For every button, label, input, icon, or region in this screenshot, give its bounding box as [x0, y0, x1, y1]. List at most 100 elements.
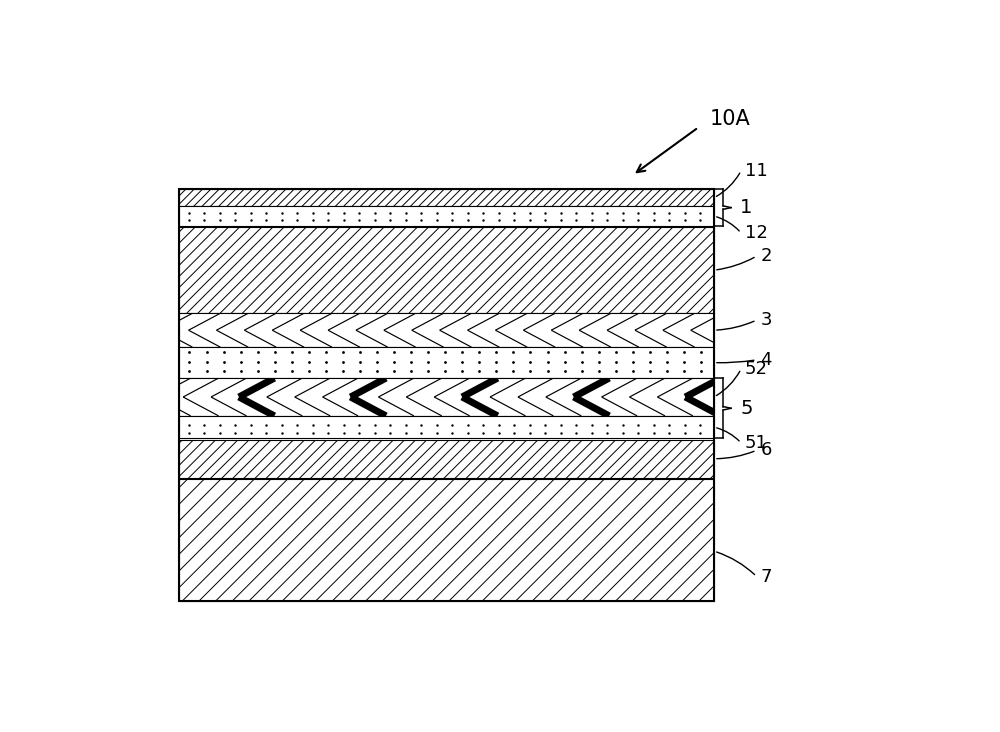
- Text: 52: 52: [745, 360, 768, 378]
- Point: [522, 356, 538, 367]
- Point: [661, 214, 677, 226]
- Point: [258, 419, 274, 431]
- Point: [522, 419, 538, 431]
- Point: [537, 214, 553, 226]
- Point: [258, 214, 274, 226]
- Text: 7: 7: [761, 567, 772, 586]
- Point: [289, 206, 305, 218]
- Point: [320, 206, 336, 218]
- Point: [475, 206, 491, 218]
- Point: [289, 427, 305, 438]
- Point: [454, 356, 470, 367]
- Point: [305, 419, 321, 431]
- Point: [429, 214, 445, 226]
- Point: [677, 427, 693, 438]
- Point: [568, 214, 584, 226]
- Point: [488, 346, 504, 358]
- Point: [301, 346, 317, 358]
- Point: [506, 206, 522, 218]
- Point: [369, 356, 385, 367]
- Point: [491, 427, 507, 438]
- Point: [505, 365, 521, 377]
- Point: [475, 427, 491, 438]
- Point: [352, 356, 368, 367]
- Point: [420, 356, 436, 367]
- Point: [522, 427, 538, 438]
- Point: [351, 427, 367, 438]
- Point: [227, 214, 243, 226]
- Point: [413, 206, 429, 218]
- Point: [274, 419, 290, 431]
- Point: [659, 356, 675, 367]
- Point: [227, 206, 243, 218]
- Point: [677, 214, 693, 226]
- Point: [591, 356, 607, 367]
- Point: [258, 206, 274, 218]
- Point: [475, 419, 491, 431]
- Point: [336, 206, 352, 218]
- Point: [574, 346, 590, 358]
- Point: [444, 206, 460, 218]
- Point: [243, 419, 259, 431]
- Point: [659, 346, 675, 358]
- Point: [336, 427, 352, 438]
- Point: [608, 365, 624, 377]
- Point: [351, 206, 367, 218]
- Point: [181, 419, 197, 431]
- Point: [196, 427, 212, 438]
- Point: [336, 419, 352, 431]
- Bar: [179, 439, 714, 478]
- Point: [506, 427, 522, 438]
- Point: [335, 365, 351, 377]
- Point: [693, 356, 709, 367]
- Point: [553, 419, 569, 431]
- Point: [460, 214, 476, 226]
- Point: [599, 419, 615, 431]
- Point: [693, 365, 709, 377]
- Point: [505, 356, 521, 367]
- Point: [584, 206, 600, 218]
- Point: [553, 214, 569, 226]
- Point: [386, 356, 402, 367]
- Point: [646, 214, 662, 226]
- Point: [335, 346, 351, 358]
- Point: [615, 427, 631, 438]
- Point: [196, 206, 212, 218]
- Bar: [179, 378, 714, 416]
- Point: [642, 346, 658, 358]
- Point: [537, 419, 553, 431]
- Point: [199, 365, 215, 377]
- Point: [692, 427, 708, 438]
- Point: [661, 419, 677, 431]
- Point: [642, 356, 658, 367]
- Point: [212, 427, 228, 438]
- Point: [625, 346, 641, 358]
- Point: [659, 365, 675, 377]
- Point: [352, 365, 368, 377]
- Text: 6: 6: [761, 441, 772, 459]
- Point: [233, 365, 249, 377]
- Point: [537, 427, 553, 438]
- Point: [615, 419, 631, 431]
- Point: [540, 365, 556, 377]
- Point: [274, 427, 290, 438]
- Point: [599, 214, 615, 226]
- Point: [284, 356, 300, 367]
- Point: [301, 356, 317, 367]
- Point: [403, 346, 419, 358]
- Point: [267, 356, 283, 367]
- Bar: [179, 190, 714, 601]
- Point: [367, 427, 383, 438]
- Point: [553, 206, 569, 218]
- Point: [488, 356, 504, 367]
- Point: [677, 419, 693, 431]
- Point: [398, 419, 414, 431]
- Point: [386, 346, 402, 358]
- Point: [584, 427, 600, 438]
- Point: [599, 206, 615, 218]
- Point: [212, 206, 228, 218]
- Point: [318, 365, 334, 377]
- Point: [557, 346, 573, 358]
- Point: [584, 214, 600, 226]
- Point: [382, 214, 398, 226]
